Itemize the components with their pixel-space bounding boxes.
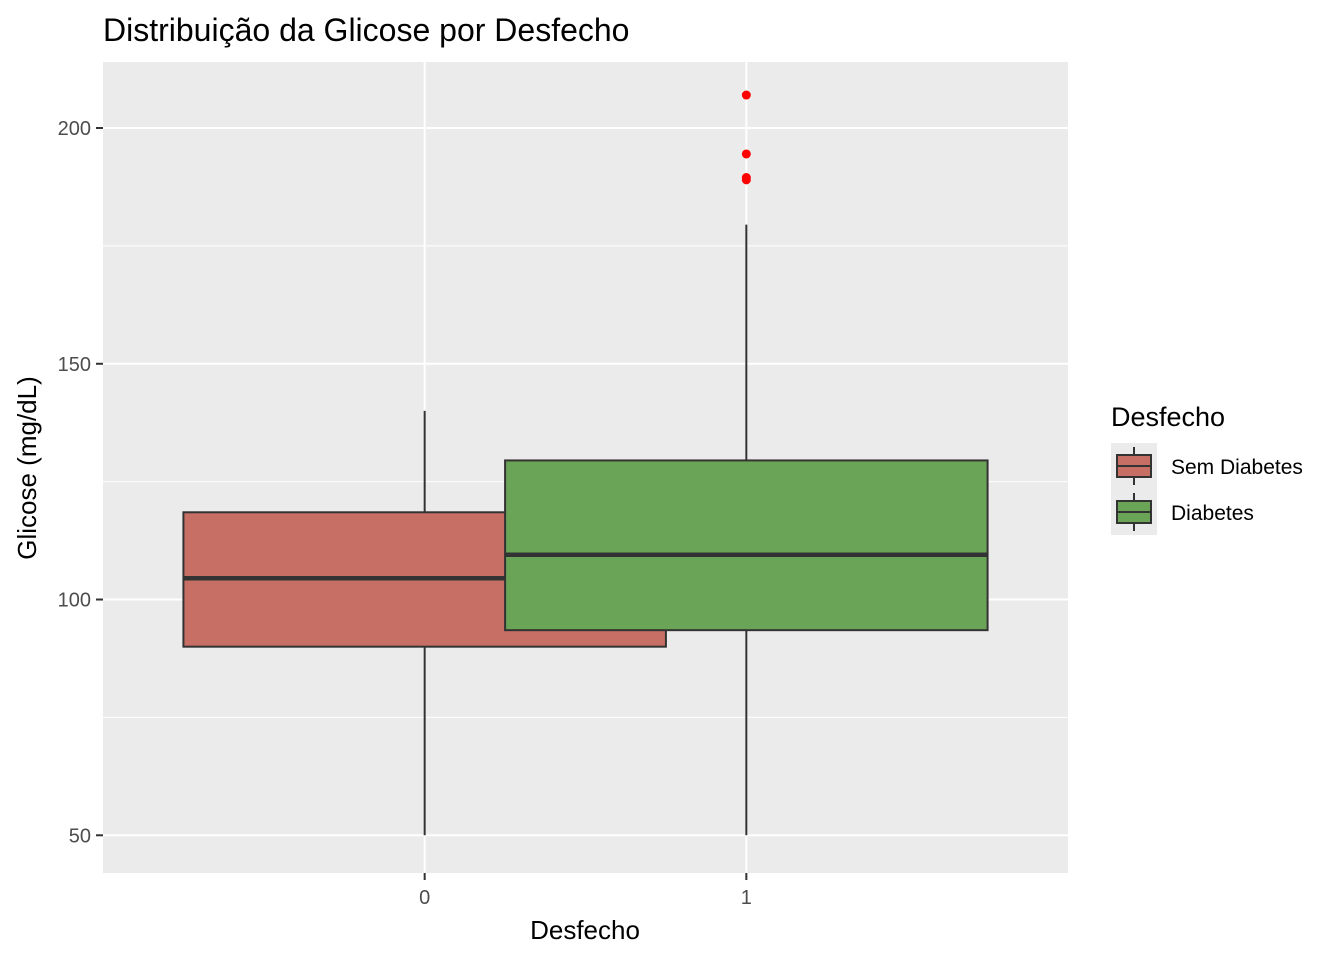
y-axis: 50 100 150 200 <box>58 118 103 847</box>
y-tick-label: 100 <box>58 590 91 612</box>
y-axis-title: Glicose (mg/dL) <box>12 376 42 560</box>
x-axis-title: Desfecho <box>530 915 640 945</box>
legend-title: Desfecho <box>1111 402 1225 432</box>
outlier-point <box>741 149 751 159</box>
x-tick-label: 0 <box>419 887 430 909</box>
y-tick-label: 50 <box>69 825 91 847</box>
x-tick-label: 1 <box>741 887 752 909</box>
chart-title: Distribuição da Glicose por Desfecho <box>103 12 629 48</box>
legend-label: Diabetes <box>1171 502 1254 525</box>
outlier-point <box>741 90 751 100</box>
outlier-point <box>741 175 751 185</box>
y-tick-label: 200 <box>58 118 91 140</box>
legend-items: Sem Diabetes Diabetes <box>1111 443 1303 535</box>
legend-label: Sem Diabetes <box>1171 456 1303 479</box>
boxplots <box>182 90 989 836</box>
legend-entry-0: Sem Diabetes <box>1116 447 1303 485</box>
y-tick-label: 150 <box>58 354 91 376</box>
legend-entry-1: Diabetes <box>1116 493 1254 531</box>
box-iqr <box>504 459 989 632</box>
box-1 <box>504 90 989 836</box>
legend: Desfecho Sem Diabetes Diabetes <box>1111 402 1303 535</box>
